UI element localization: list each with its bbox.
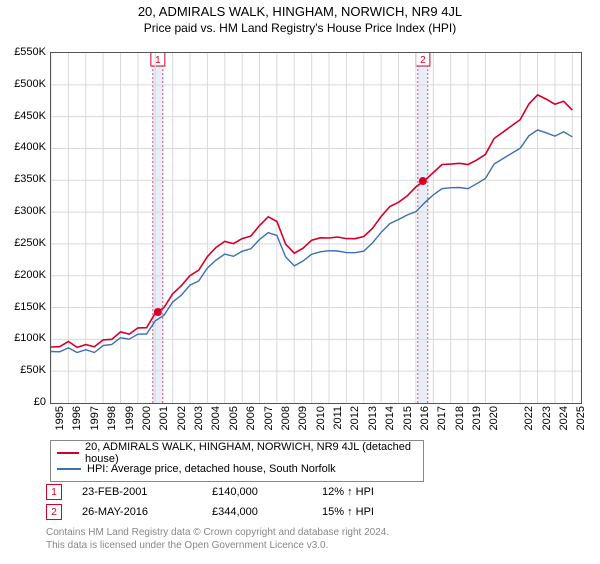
attribution-line2: This data is licensed under the Open Gov… xyxy=(46,539,389,552)
x-tick-label: 2012 xyxy=(349,406,361,430)
x-tick-label: 2018 xyxy=(454,406,466,430)
chart-title: 20, ADMIRALS WALK, HINGHAM, NORWICH, NR9… xyxy=(0,4,600,19)
x-tick-label: 1999 xyxy=(124,406,136,430)
x-tick-label: 2024 xyxy=(558,406,570,430)
x-tick-label: 2008 xyxy=(280,406,292,430)
x-tick-label: 2011 xyxy=(332,406,344,430)
y-tick-label: £200K xyxy=(0,269,46,281)
sale-price-2: £344,000 xyxy=(212,506,322,518)
attribution-line1: Contains HM Land Registry data © Crown c… xyxy=(46,526,389,539)
legend-label-property: 20, ADMIRALS WALK, HINGHAM, NORWICH, NR9… xyxy=(85,441,417,465)
x-tick-label: 2016 xyxy=(419,406,431,430)
x-tick-label: 2000 xyxy=(141,406,153,430)
y-tick-label: £400K xyxy=(0,141,46,153)
x-tick-label: 2001 xyxy=(158,406,170,430)
svg-text:2: 2 xyxy=(420,55,426,66)
y-tick-label: £250K xyxy=(0,237,46,249)
x-tick-label: 1996 xyxy=(71,406,83,430)
x-tick-label: 2010 xyxy=(315,406,327,430)
x-tick-label: 2007 xyxy=(263,406,275,430)
x-tick-label: 2003 xyxy=(193,406,205,430)
x-tick-label: 2005 xyxy=(228,406,240,430)
chart-plot-area: 12 xyxy=(50,52,582,404)
sales-table: 1 23-FEB-2001 £140,000 12% ↑ HPI 2 26-MA… xyxy=(46,482,414,522)
x-tick-label: 2014 xyxy=(384,406,396,430)
attribution: Contains HM Land Registry data © Crown c… xyxy=(46,526,389,552)
x-tick-label: 2019 xyxy=(471,406,483,430)
sale-row-1: 1 23-FEB-2001 £140,000 12% ↑ HPI xyxy=(46,482,414,502)
legend-item-property: 20, ADMIRALS WALK, HINGHAM, NORWICH, NR9… xyxy=(57,445,417,461)
sale-date-2: 26-MAY-2016 xyxy=(82,506,212,518)
legend-label-hpi: HPI: Average price, detached house, Sout… xyxy=(87,463,336,475)
legend-swatch-hpi xyxy=(57,468,81,470)
x-tick-label: 2002 xyxy=(176,406,188,430)
y-tick-label: £450K xyxy=(0,110,46,122)
y-tick-label: £550K xyxy=(0,46,46,58)
x-tick-label: 2006 xyxy=(245,406,257,430)
x-tick-label: 1997 xyxy=(89,406,101,430)
sale-delta-1: 12% ↑ HPI xyxy=(322,486,414,498)
x-tick-label: 2022 xyxy=(523,406,535,430)
y-tick-label: £350K xyxy=(0,173,46,185)
legend-swatch-property xyxy=(57,452,79,454)
y-tick-label: £150K xyxy=(0,301,46,313)
chart-subtitle: Price paid vs. HM Land Registry's House … xyxy=(0,21,600,35)
x-tick-label: 2009 xyxy=(297,406,309,430)
x-tick-label: 1998 xyxy=(106,406,118,430)
x-tick-label: 2004 xyxy=(210,406,222,430)
sale-date-1: 23-FEB-2001 xyxy=(82,486,212,498)
x-tick-label: 2023 xyxy=(541,406,553,430)
y-tick-label: £50K xyxy=(0,364,46,376)
sale-marker-2: 2 xyxy=(46,504,62,520)
x-tick-label: 2020 xyxy=(488,406,500,430)
sale-row-2: 2 26-MAY-2016 £344,000 15% ↑ HPI xyxy=(46,502,414,522)
x-tick-label: 2015 xyxy=(402,406,414,430)
y-tick-label: £100K xyxy=(0,332,46,344)
svg-text:1: 1 xyxy=(155,55,161,66)
sale-delta-2: 15% ↑ HPI xyxy=(322,506,414,518)
x-tick-label: 2025 xyxy=(575,406,587,430)
y-tick-label: £300K xyxy=(0,205,46,217)
y-tick-label: £500K xyxy=(0,78,46,90)
x-tick-label: 2013 xyxy=(367,406,379,430)
y-tick-label: £0 xyxy=(0,396,46,408)
x-tick-label: 1995 xyxy=(54,406,66,430)
x-tick-label: 2017 xyxy=(436,406,448,430)
sale-price-1: £140,000 xyxy=(212,486,322,498)
sale-marker-1: 1 xyxy=(46,484,62,500)
legend: 20, ADMIRALS WALK, HINGHAM, NORWICH, NR9… xyxy=(50,440,424,482)
